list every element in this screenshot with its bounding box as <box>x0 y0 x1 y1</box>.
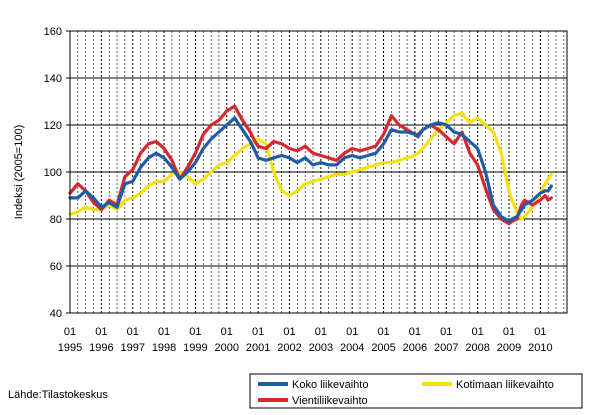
x-tick-label-month: 01 <box>503 326 515 338</box>
x-tick-label-year: 1997 <box>120 342 144 354</box>
x-tick-label-month: 01 <box>409 326 421 338</box>
x-tick-label-year: 1998 <box>152 342 176 354</box>
x-tick-label-month: 01 <box>534 326 546 338</box>
grid <box>70 31 567 313</box>
x-tick-label-year: 2007 <box>434 342 458 354</box>
x-tick-label-month: 01 <box>315 326 327 338</box>
x-tick-label-year: 2001 <box>246 342 270 354</box>
legend-label-kotimaan: Kotimaan liikevaihto <box>456 379 554 391</box>
x-tick-label-year: 1995 <box>58 342 82 354</box>
y-tick-label: 80 <box>50 214 62 226</box>
x-tick-label-month: 01 <box>346 326 358 338</box>
y-axis: 40 60 80 100 120 140 160 <box>44 26 70 320</box>
y-tick-label: 40 <box>50 308 62 320</box>
x-tick-label-year: 2000 <box>215 342 239 354</box>
y-tick-label: 100 <box>44 167 62 179</box>
x-axis: 01 1995 01 1996 01 1997 01 1998 01 1999 01 2000 01 20… <box>58 326 553 354</box>
x-tick-label-month: 01 <box>252 326 264 338</box>
y-tick-label: 120 <box>44 120 62 132</box>
x-tick-label-year: 2005 <box>371 342 395 354</box>
x-tick-label-month: 01 <box>283 326 295 338</box>
x-tick-label-month: 01 <box>95 326 107 338</box>
x-tick-label-month: 01 <box>158 326 170 338</box>
x-tick-label-month: 01 <box>440 326 452 338</box>
x-tick-label-month: 01 <box>189 326 201 338</box>
x-tick-label-year: 1999 <box>183 342 207 354</box>
source-label: Lähde:Tilastokeskus <box>8 389 108 401</box>
x-tick-label-month: 01 <box>64 326 76 338</box>
legend: Koko liikevaihto Kotimaan liikevaihto Vi… <box>249 373 583 409</box>
y-axis-label: Indeksi (2005=100) <box>13 125 25 219</box>
series-line-kotimaan-liikevaihto <box>68 111 553 221</box>
y-tick-label: 60 <box>50 261 62 273</box>
x-tick-label-year: 2006 <box>403 342 427 354</box>
x-tick-label-year: 2004 <box>340 342 364 354</box>
y-tick-label: 140 <box>44 73 62 85</box>
x-tick-label-year: 2010 <box>528 342 552 354</box>
x-tick-label-year: 2009 <box>497 342 521 354</box>
x-tick-label-month: 01 <box>472 326 484 338</box>
series-layer <box>68 104 553 226</box>
x-tick-label-year: 2003 <box>309 342 333 354</box>
x-tick-label-month: 01 <box>127 326 139 338</box>
x-tick-label-year: 1996 <box>89 342 113 354</box>
x-tick-label-year: 2002 <box>277 342 301 354</box>
y-tick-label: 160 <box>44 26 62 38</box>
x-tick-label-year: 2008 <box>465 342 489 354</box>
legend-box <box>249 373 583 409</box>
x-tick-label-month: 01 <box>377 326 389 338</box>
series-line-koko-liikevaihto <box>68 116 553 223</box>
x-tick-label-month: 01 <box>221 326 233 338</box>
legend-label-koko: Koko liikevaihto <box>292 379 368 391</box>
legend-label-vienti: Vientiliikevaihto <box>292 395 368 407</box>
series-line-vientiliikevaihto <box>68 104 553 226</box>
